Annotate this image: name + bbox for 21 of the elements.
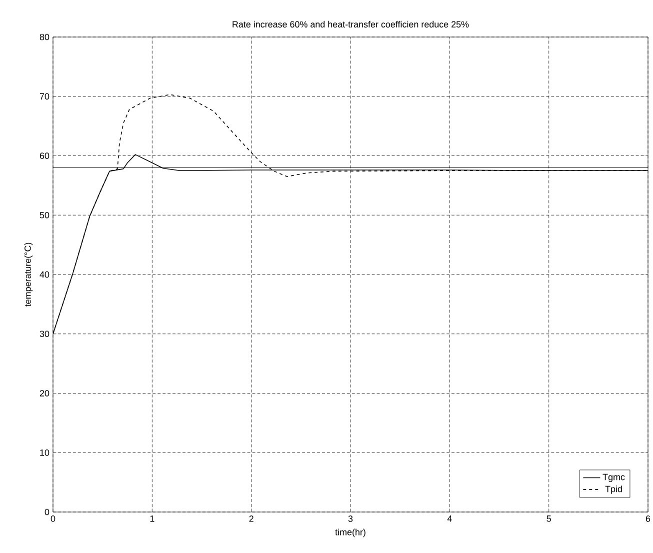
y-tick-label: 20 (40, 390, 50, 396)
legend-label: Tpid (605, 486, 622, 494)
chart-title: Rate increase 60% and heat-transfer coefficien reduce 25% (232, 20, 469, 28)
x-tick-label: 4 (447, 516, 452, 522)
x-tick-label: 6 (646, 516, 650, 522)
y-tick-label: 50 (40, 212, 50, 218)
y-tick-label: 10 (40, 449, 50, 456)
x-tick-label: 3 (348, 516, 353, 522)
y-tick-label: 0 (44, 508, 50, 516)
x-axis-title: time(hr) (335, 528, 366, 538)
y-axis-title: temperature(°C) (24, 242, 33, 307)
x-tick-label: 0 (50, 516, 56, 522)
legend-label: Tgmc (602, 474, 625, 482)
x-tick-label: 1 (150, 516, 154, 522)
x-tick-label: 5 (546, 516, 551, 522)
y-tick-label: 70 (40, 93, 50, 100)
y-tick-label: 40 (40, 271, 50, 278)
y-tick-label: 30 (40, 330, 50, 338)
y-tick-label: 60 (40, 152, 50, 159)
y-tick-label: 80 (40, 34, 50, 40)
x-tick-label: 2 (249, 516, 254, 522)
